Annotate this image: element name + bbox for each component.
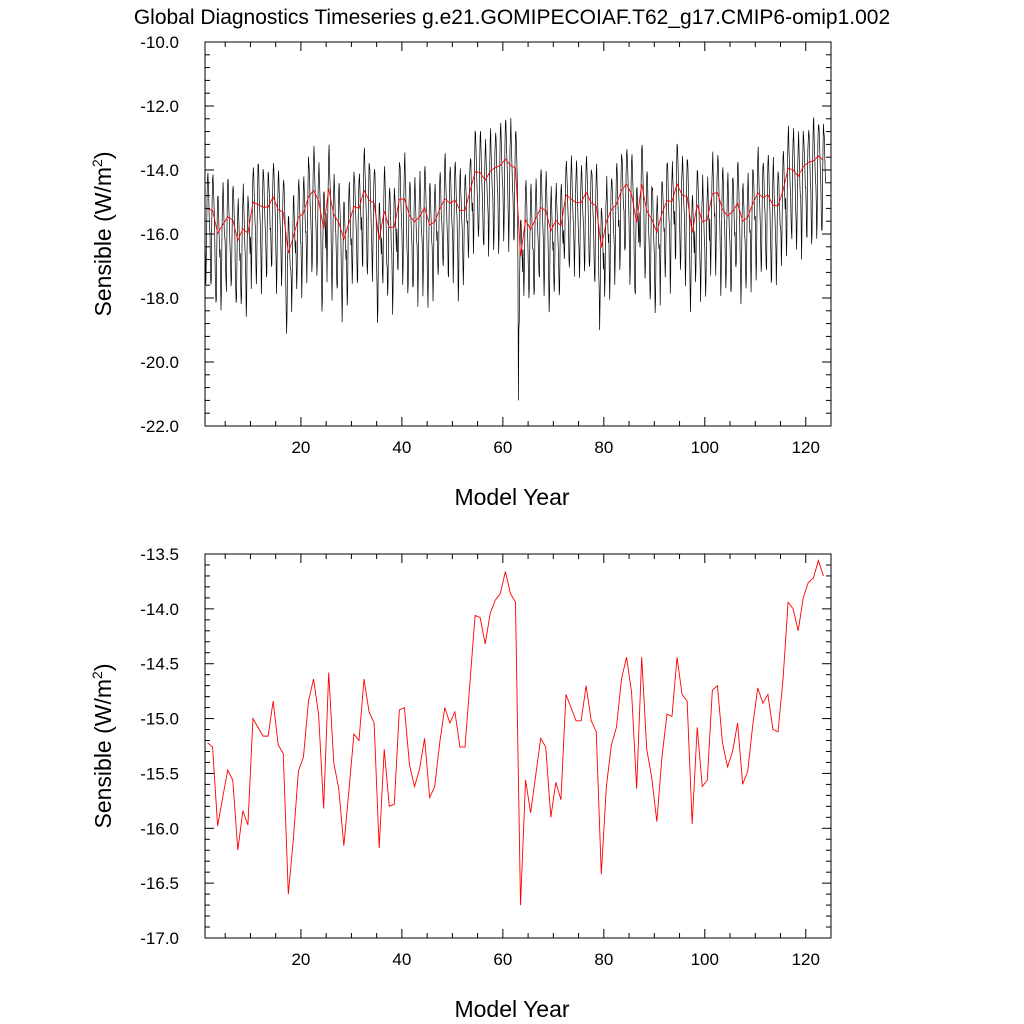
top-y-tick-label: -14.0 [140,161,179,180]
top-y-tick-label: -10.0 [140,33,179,52]
top-x-tick-label: 20 [291,438,310,457]
monthly-series-line [205,117,826,401]
bottom-x-tick-label: 120 [792,950,820,969]
bottom-plot-data [207,559,824,906]
annual-mean-series-line [207,155,824,257]
bottom-y-tick-label: -14.0 [140,600,179,619]
top-plot-data [205,117,826,401]
bottom-y-tick-label: -16.5 [140,874,179,893]
top-y-tick-label: -20.0 [140,353,179,372]
bottom-x-tick-label: 60 [493,950,512,969]
top-y-tick-label: -12.0 [140,97,179,116]
bottom-x-tick-label: 20 [291,950,310,969]
top-y-tick-label: -22.0 [140,417,179,436]
top-x-tick-label: 60 [493,438,512,457]
bottom-y-tick-label: -14.5 [140,655,179,674]
top-x-tick-label: 100 [691,438,719,457]
bottom-axis-ticks: 20 40 60 80 100 120 -17.0 -16.5 -16.0 -15.5 -15.0 -… [140,545,832,969]
top-axis-ticks: 20 40 60 80 100 120 -22.0 -20.0 -18.0 -16.0 -14.0 -… [140,33,832,457]
bottom-x-tick-label: 80 [594,950,613,969]
bottom-panel: 20 40 60 80 100 120 -17.0 -16.5 -16.0 -15.5 -15.0 -… [89,545,832,1022]
bottom-y-tick-label: -15.0 [140,710,179,729]
bottom-y-axis-title: Sensible (W/m2) [89,663,116,828]
top-x-tick-label: 120 [792,438,820,457]
bottom-y-tick-label: -15.5 [140,764,179,783]
top-x-axis-title: Model Year [454,484,569,510]
top-y-tick-label: -18.0 [140,289,179,308]
bottom-x-tick-label: 40 [392,950,411,969]
bottom-y-tick-label: -16.0 [140,819,179,838]
bottom-plot-frame [204,553,832,939]
bottom-y-tick-label: -13.5 [140,545,179,564]
bottom-x-tick-label: 100 [691,950,719,969]
annual-mean-series-line [207,559,824,906]
top-x-tick-label: 80 [594,438,613,457]
top-y-axis-title: Sensible (W/m2) [89,151,116,316]
top-x-tick-label: 40 [392,438,411,457]
top-y-tick-label: -16.0 [140,225,179,244]
top-panel: 20 40 60 80 100 120 -22.0 -20.0 -18.0 -16.0 -14.0 -… [89,33,832,510]
bottom-x-axis-title: Model Year [454,996,569,1022]
chart-title: Global Diagnostics Timeseries g.e21.GOMI… [134,6,890,29]
bottom-y-tick-label: -17.0 [140,929,179,948]
